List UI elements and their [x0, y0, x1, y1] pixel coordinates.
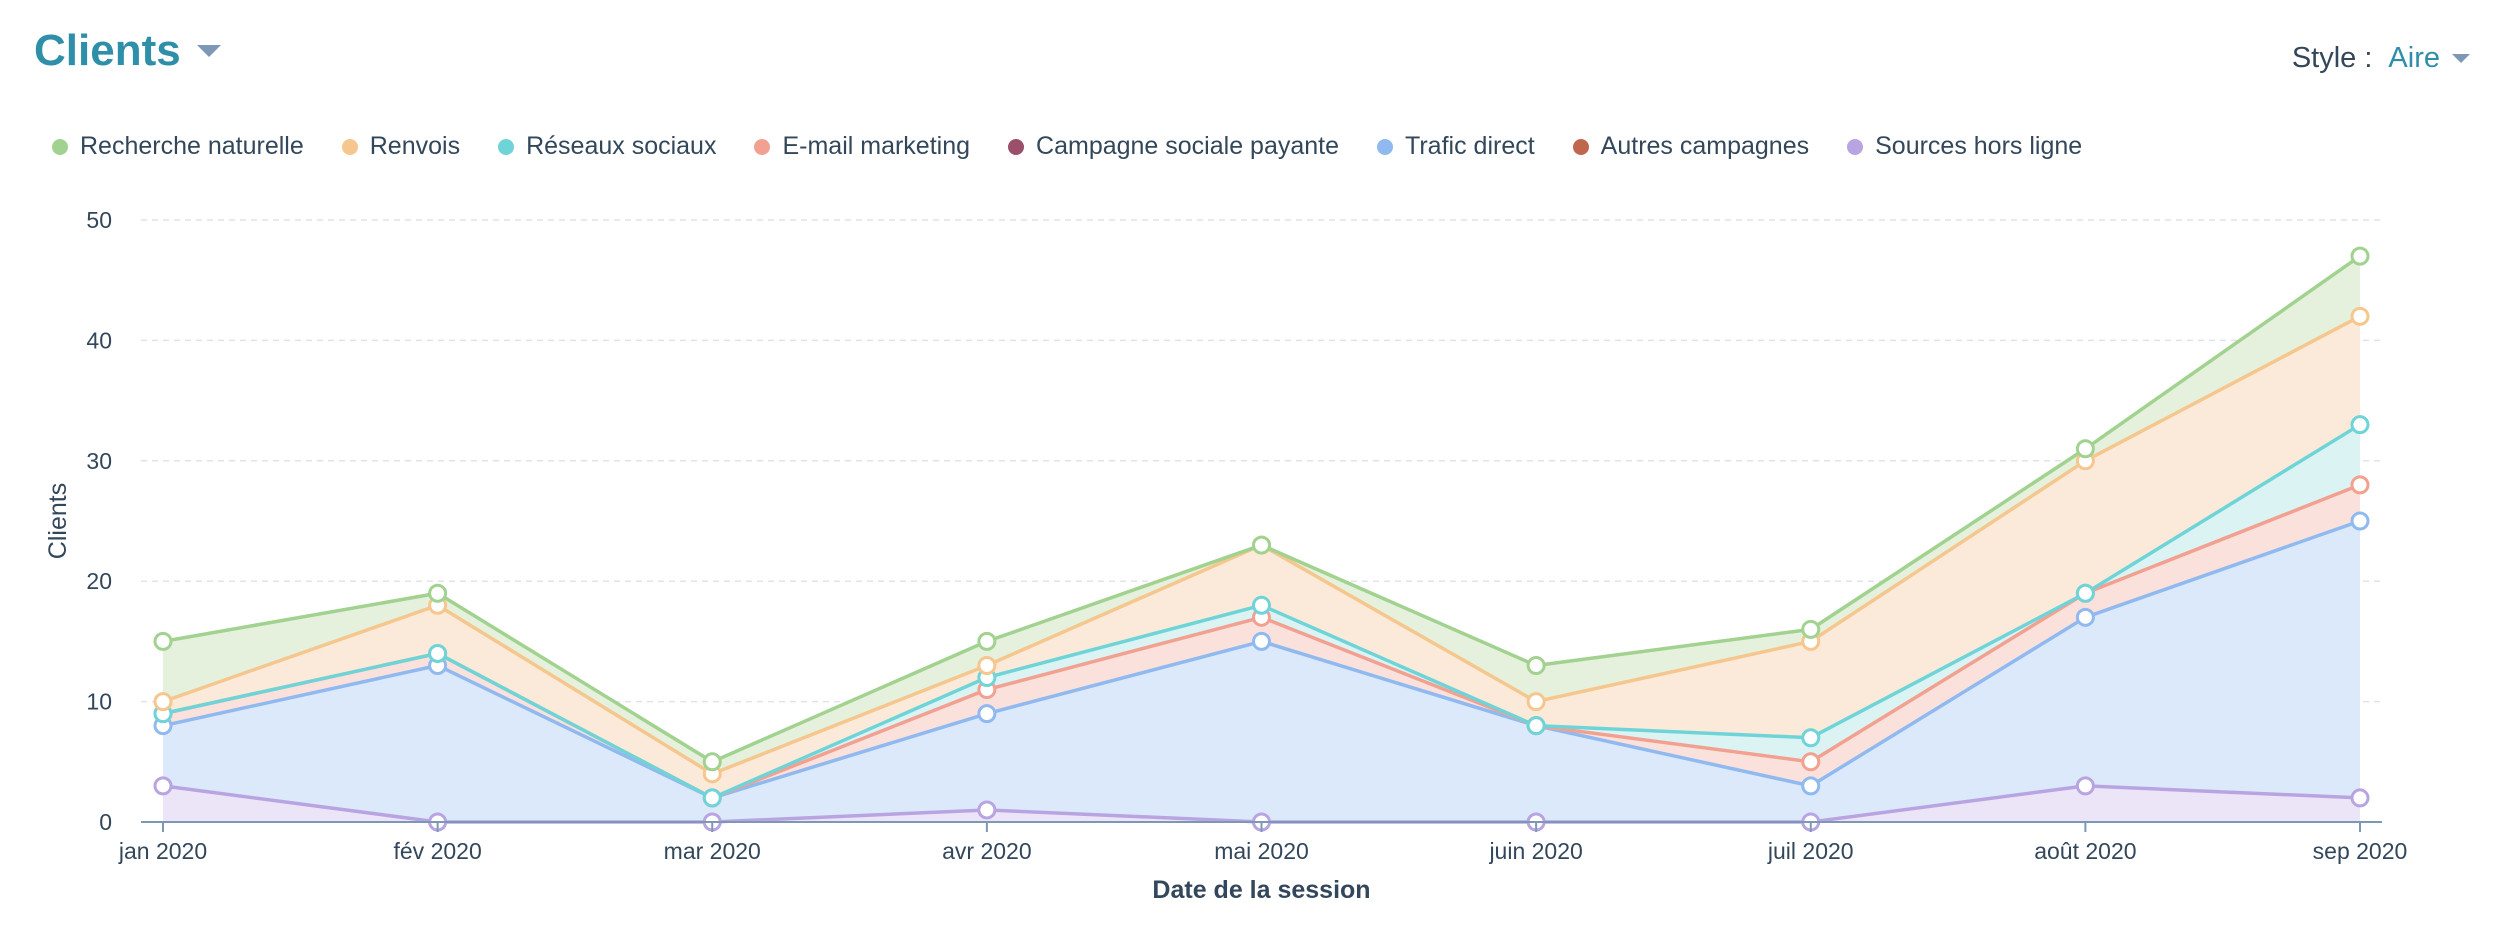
data-point	[1801, 776, 1821, 796]
data-point	[2350, 306, 2370, 326]
data-point	[153, 692, 173, 712]
x-tick-label: juil 2020	[1767, 838, 1854, 864]
data-point	[1526, 655, 1546, 675]
y-tick-label: 50	[86, 207, 112, 233]
data-point	[1526, 692, 1546, 712]
x-tick-label: juin 2020	[1488, 838, 1582, 864]
style-label: Style :	[2291, 42, 2373, 74]
data-points	[153, 246, 2370, 832]
area-fill	[163, 316, 2360, 798]
legend-swatch	[754, 138, 771, 155]
data-point	[428, 643, 448, 663]
data-point	[2075, 607, 2095, 627]
report-title-dropdown[interactable]: Clients	[34, 26, 221, 76]
data-point	[1252, 631, 1271, 651]
legend-swatch	[52, 138, 68, 155]
data-point	[702, 752, 722, 772]
area-fill	[163, 521, 2360, 822]
legend-item[interactable]: Recherche naturelle	[52, 132, 304, 161]
y-tick-label: 10	[86, 689, 112, 715]
x-tick-label: fév 2020	[394, 838, 482, 864]
legend-swatch	[1377, 138, 1394, 155]
legend-label: Trafic direct	[1405, 132, 1535, 160]
page-title: Clients	[34, 26, 181, 75]
y-tick-label: 0	[99, 809, 112, 835]
legend-label: Campagne sociale payante	[1036, 132, 1340, 160]
legend-item[interactable]: Autres campagnes	[1572, 132, 1810, 161]
data-point	[1252, 595, 1271, 615]
data-point	[1801, 752, 1821, 772]
legend-label: E-mail marketing	[782, 132, 971, 160]
legend-label: Réseaux sociaux	[526, 132, 717, 160]
chevron-down-icon	[2452, 54, 2470, 63]
x-tick-label: jan 2020	[118, 838, 207, 864]
legend-swatch	[498, 138, 515, 155]
chevron-down-icon	[196, 45, 221, 57]
legend-item[interactable]: Campagne sociale payante	[1008, 132, 1339, 161]
x-tick-label: mai 2020	[1214, 838, 1309, 864]
legend-swatch	[1847, 138, 1864, 155]
data-point	[2350, 788, 2370, 808]
data-point	[1252, 535, 1271, 555]
x-tick-label: août 2020	[2034, 838, 2136, 864]
legend-label: Recherche naturelle	[80, 132, 304, 160]
data-point	[2350, 475, 2370, 495]
chart-header: Clients Style : Aire	[0, 0, 2506, 110]
legend-swatch	[1572, 138, 1589, 155]
x-axis-title: Date de la session	[1152, 876, 1370, 904]
legend-item[interactable]: Trafic direct	[1377, 132, 1535, 161]
legend-label: Autres campagnes	[1600, 132, 1810, 160]
axes: 0 10 20 30 40 50 jan 2020 fév 2020 mar 2020 avr 2…	[44, 207, 2407, 904]
legend-label: Sources hors ligne	[1875, 132, 2083, 160]
style-selector: Style : Aire	[2292, 42, 2470, 75]
legend-item[interactable]: Sources hors ligne	[1847, 132, 2082, 161]
data-point	[702, 788, 722, 808]
legend-swatch	[341, 138, 358, 155]
legend-item[interactable]: E-mail marketing	[754, 132, 970, 161]
style-dropdown[interactable]: Aire	[2388, 42, 2470, 75]
data-point	[2350, 246, 2370, 266]
data-point	[153, 776, 173, 796]
legend-label: Renvois	[369, 132, 461, 160]
data-point	[977, 800, 997, 820]
data-point	[428, 583, 448, 603]
data-point	[2075, 776, 2095, 796]
data-point	[153, 631, 173, 651]
y-tick-label: 30	[86, 448, 112, 474]
legend-item[interactable]: Renvois	[341, 132, 461, 161]
y-tick-label: 20	[86, 568, 112, 594]
data-point	[2350, 415, 2370, 435]
data-point	[2075, 583, 2095, 603]
chart-legend: Recherche naturelle Renvois Réseaux sociau…	[52, 132, 2120, 161]
data-point	[1526, 716, 1546, 736]
data-point	[2075, 439, 2095, 459]
y-axis-title: Clients	[44, 483, 72, 559]
data-point	[2350, 511, 2370, 531]
style-value: Aire	[2388, 42, 2440, 74]
data-point	[1801, 728, 1821, 748]
legend-item[interactable]: Réseaux sociaux	[498, 132, 716, 161]
x-tick-label: avr 2020	[942, 838, 1032, 864]
data-point	[1801, 619, 1821, 639]
data-point	[977, 655, 997, 675]
data-point	[977, 704, 997, 724]
legend-swatch	[1008, 138, 1025, 155]
x-tick-label: mar 2020	[664, 838, 761, 864]
x-tick-label: sep 2020	[2313, 838, 2408, 864]
y-tick-label: 40	[86, 327, 112, 353]
data-point	[977, 631, 997, 651]
